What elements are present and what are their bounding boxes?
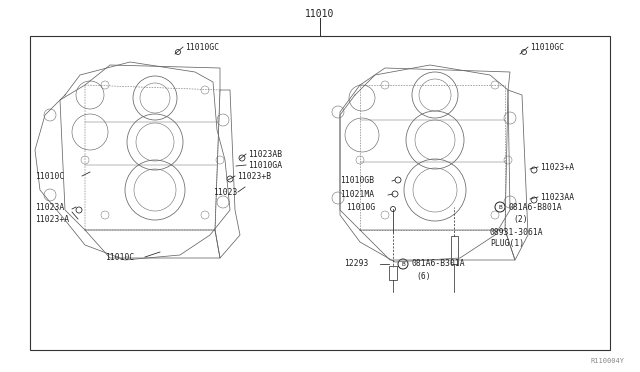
Text: B: B <box>401 262 405 266</box>
Text: 11010GB: 11010GB <box>340 176 374 185</box>
Text: 11010C: 11010C <box>35 171 64 180</box>
Bar <box>451 236 458 264</box>
Text: 08931-3061A: 08931-3061A <box>490 228 543 237</box>
Text: B: B <box>498 205 502 209</box>
Text: 081A6-B801A: 081A6-B801A <box>509 202 563 212</box>
Text: 11023A: 11023A <box>35 202 64 212</box>
Text: 081A6-B301A: 081A6-B301A <box>412 260 466 269</box>
Bar <box>389 266 397 280</box>
Text: 11010G: 11010G <box>346 202 375 212</box>
Text: 11010GC: 11010GC <box>530 42 564 51</box>
Text: 11021MA: 11021MA <box>340 189 374 199</box>
Text: 11023+B: 11023+B <box>237 171 271 180</box>
Text: 11023: 11023 <box>213 187 237 196</box>
Text: 11010GC: 11010GC <box>185 42 219 51</box>
Text: 11023AA: 11023AA <box>540 192 574 202</box>
Text: 11023+A: 11023+A <box>540 163 574 171</box>
Text: 11023+A: 11023+A <box>35 215 69 224</box>
Text: 11023AB: 11023AB <box>248 150 282 158</box>
Text: 12293: 12293 <box>344 260 369 269</box>
Text: R110004Y: R110004Y <box>591 358 625 364</box>
Text: (2): (2) <box>513 215 527 224</box>
Text: 11010GA: 11010GA <box>248 160 282 170</box>
Text: (6): (6) <box>416 272 431 280</box>
Text: 11010C: 11010C <box>105 253 134 262</box>
Bar <box>30 36 610 350</box>
Text: 11010: 11010 <box>305 9 335 19</box>
Text: PLUG(1): PLUG(1) <box>490 238 524 247</box>
